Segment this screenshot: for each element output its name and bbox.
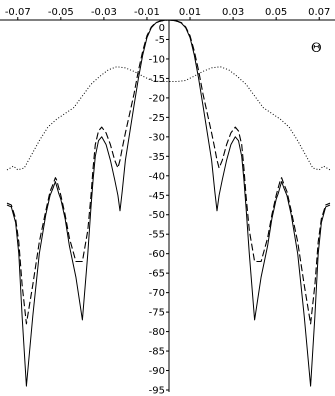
- y-tick-label: -90: [149, 366, 165, 377]
- y-tick-label: -55: [149, 230, 165, 241]
- x-ticks: -0.07 -0.05 -0.03 -0.01 0.01 0.03 0.05 0.07: [5, 7, 330, 20]
- y-tick-label: -70: [149, 288, 165, 299]
- x-tick-label: -0.07: [5, 7, 31, 18]
- y-tick-label: -75: [149, 308, 165, 319]
- y-tick-label: -5: [155, 35, 165, 46]
- y-ticks: -5 -10 -15 -20 -25 -30 -35 -40 -45 -50 -55 -60 -65 -7…: [149, 35, 169, 396]
- y-tick-label: -50: [149, 210, 165, 221]
- y-tick-label: -35: [149, 152, 165, 163]
- x-tick-label: -0.05: [48, 7, 74, 18]
- y-tick-label: -85: [149, 347, 165, 358]
- x-tick-label: 0.03: [222, 7, 244, 18]
- y-tick-label: -80: [149, 327, 165, 338]
- y-tick-label: -45: [149, 191, 165, 202]
- y-tick-label: -40: [149, 171, 165, 182]
- y-tick-label: -20: [149, 93, 165, 104]
- x-tick-label: -0.03: [91, 7, 117, 18]
- x-tick-label: 0.01: [179, 7, 201, 18]
- x-tick-label: 0.07: [308, 7, 330, 18]
- x-tick-label: 0.05: [265, 7, 287, 18]
- y-tick-label: -95: [149, 386, 165, 396]
- y-zero-label: 0: [159, 23, 165, 34]
- y-tick-label: -65: [149, 269, 165, 280]
- axes-layer: [0, 19, 335, 392]
- y-tick-label: -60: [149, 249, 165, 260]
- y-tick-label: -10: [149, 54, 165, 65]
- theta-axis-symbol: Θ: [311, 41, 322, 56]
- y-tick-label: -15: [149, 74, 165, 85]
- y-tick-label: -25: [149, 113, 165, 124]
- x-tick-label: -0.01: [134, 7, 160, 18]
- y-tick-label: -30: [149, 132, 165, 143]
